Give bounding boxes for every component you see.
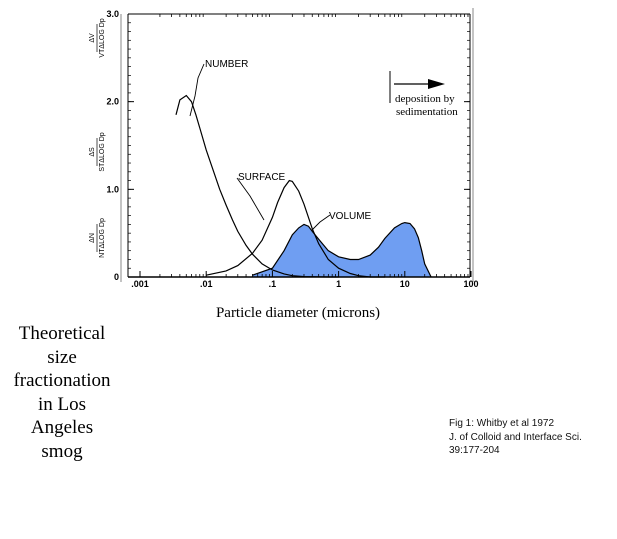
surface-curve-label: SURFACE <box>238 172 286 183</box>
figure-reference: Fig 1: Whitby et al 1972 J. of Colloid a… <box>449 417 582 458</box>
deposition-line1: deposition by <box>395 93 455 105</box>
svg-text:ΔS: ΔS <box>89 147 96 157</box>
volume-area-fill <box>252 222 432 277</box>
ticks-layer: .001 .01 .1 1 10 100 0 1.0 2.0 3.0 <box>106 9 478 289</box>
x-axis-label: Particle diameter (microns) <box>216 305 380 321</box>
svg-text:ΔN: ΔN <box>89 233 96 243</box>
svg-text:NTΔLOG Dp: NTΔLOG Dp <box>99 218 106 258</box>
number-curve-label: NUMBER <box>205 59 248 70</box>
y-label-number: ΔN NTΔLOG Dp <box>89 218 106 258</box>
number-leader-line <box>189 63 205 117</box>
surface-leader-line <box>236 177 265 221</box>
x-tick-label: 1 <box>336 279 341 289</box>
number-series-line <box>175 94 339 278</box>
caption-line: Theoretical <box>18 323 106 344</box>
caption-line: smog <box>41 440 83 462</box>
curves-layer <box>175 94 432 278</box>
volume-series-line <box>252 221 432 278</box>
deposition-line2: sedimentation <box>396 106 458 118</box>
y-tick-label: 0 <box>114 272 119 282</box>
figure-caption: Theoretical size fractionation in Los An… <box>4 322 120 463</box>
volume-fill-layer <box>252 222 432 277</box>
svg-text:VTΔLOG Dp: VTΔLOG Dp <box>99 18 106 57</box>
caption-line: size <box>47 346 77 368</box>
x-tick-label: 10 <box>400 279 410 289</box>
arrow-right-icon <box>428 79 445 89</box>
reference-line: 39:177-204 <box>449 445 500 456</box>
caption-line: Angeles <box>30 417 94 438</box>
svg-text:ΔV: ΔV <box>89 33 96 43</box>
reference-line: J. of Colloid and Interface Sci. <box>449 431 582 443</box>
y-label-surface: ΔS STΔLOG Dp <box>89 132 106 171</box>
x-tick-label: .01 <box>200 279 213 289</box>
caption-line: in Los <box>37 393 87 415</box>
x-tick-label: .001 <box>131 279 149 289</box>
x-tick-label: 100 <box>463 279 478 289</box>
y-tick-label: 2.0 <box>106 97 119 107</box>
reference-line: Fig 1: Whitby et al 1972 <box>449 418 555 429</box>
caption-line: fractionation <box>13 370 111 391</box>
y-tick-label: 1.0 <box>106 184 119 194</box>
surface-series-line <box>206 179 385 278</box>
deposition-annotation: deposition by sedimentation <box>389 71 458 118</box>
svg-text:STΔLOG Dp: STΔLOG Dp <box>99 132 106 171</box>
volume-leader-line <box>311 214 331 231</box>
x-tick-label: .1 <box>269 279 277 289</box>
y-label-volume: ΔV VTΔLOG Dp <box>89 18 106 57</box>
volume-curve-label: VOLUME <box>329 211 372 222</box>
y-tick-label: 3.0 <box>106 9 119 19</box>
